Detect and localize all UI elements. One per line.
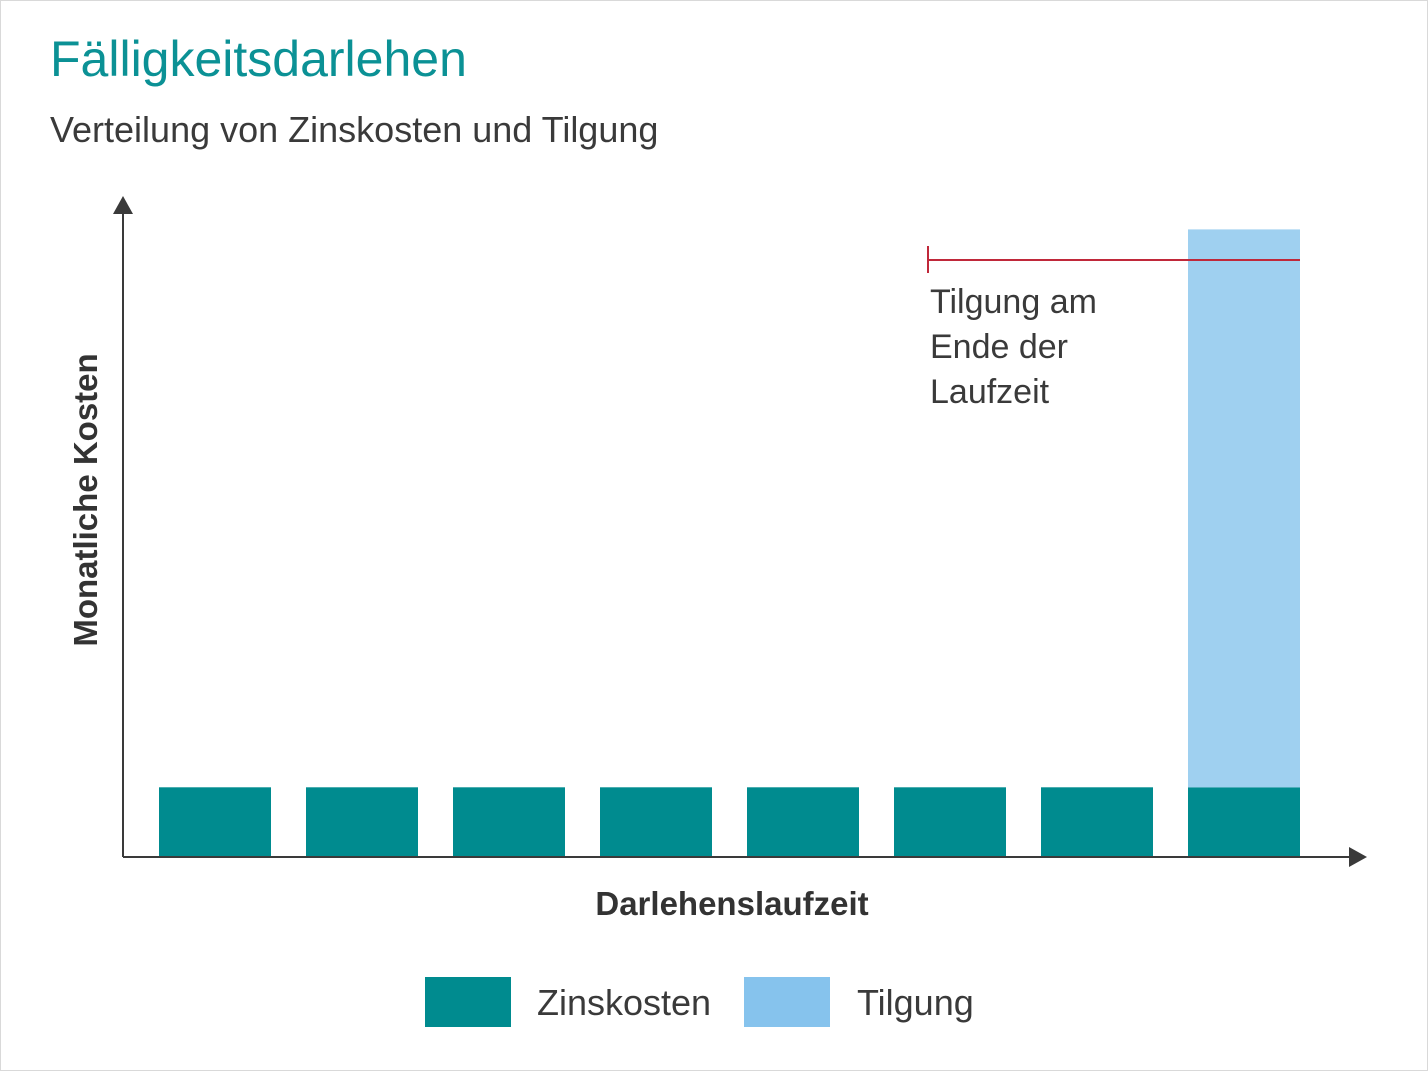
y-axis-arrow (113, 196, 133, 214)
bar-zinskosten-4 (600, 787, 712, 857)
annotation-line-2: Ende der (930, 328, 1068, 366)
bar-zinskosten-8 (1188, 787, 1300, 857)
legend: Zinskosten Tilgung (425, 977, 974, 1027)
svg-text:Tilgung am Ende der: Tilgung am Ende der Laufzeit (930, 283, 1106, 411)
chart-title: Fälligkeitsdarlehen (50, 31, 467, 87)
bar-zinskosten-2 (306, 787, 418, 857)
legend-swatch-tilgung (744, 977, 830, 1027)
x-axis-label: Darlehenslaufzeit (595, 885, 868, 922)
annotation-line-3: Laufzeit (930, 373, 1050, 411)
annotation-group: Tilgung am Ende der Laufzeit (927, 246, 1300, 411)
x-axis-arrow (1349, 847, 1367, 867)
bar-zinskosten-7 (1041, 787, 1153, 857)
bars-group (159, 229, 1300, 857)
axes-group (113, 196, 1367, 867)
bar-tilgung-8 (1188, 229, 1300, 788)
legend-label-zinskosten: Zinskosten (537, 982, 711, 1023)
bar-zinskosten-3 (453, 787, 565, 857)
chart-subtitle: Verteilung von Zinskosten und Tilgung (50, 109, 659, 150)
bar-zinskosten-6 (894, 787, 1006, 857)
bar-zinskosten-1 (159, 787, 271, 857)
annotation-line-1: Tilgung am (930, 283, 1097, 321)
y-axis-label: Monatliche Kosten (67, 353, 104, 646)
bar-zinskosten-5 (747, 787, 859, 857)
legend-label-tilgung: Tilgung (857, 982, 974, 1023)
legend-swatch-zinskosten (425, 977, 511, 1027)
